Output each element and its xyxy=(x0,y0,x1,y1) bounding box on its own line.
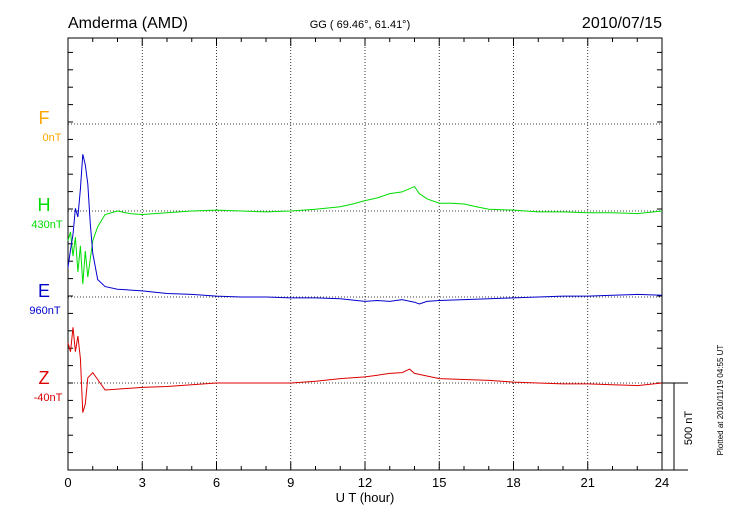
component-label-e: E xyxy=(38,281,50,301)
x-tick-labels: 0 3 6 9 12 15 18 21 24 xyxy=(64,475,669,490)
series-e-line xyxy=(67,154,663,305)
component-label-h: H xyxy=(38,195,51,215)
station-coordinates: GG ( 69.46°, 61.41°) xyxy=(310,19,411,31)
scale-bar-label: 500 nT xyxy=(683,411,695,446)
component-label-f: F xyxy=(39,108,50,128)
grid-lines xyxy=(68,38,662,470)
x-tick-label: 24 xyxy=(655,475,669,490)
x-tick-label: 6 xyxy=(213,475,220,490)
component-baseline-h: 430nT xyxy=(31,219,62,231)
plotted-timestamp: Plotted at 2010/11/19 04:55 UT xyxy=(716,345,725,456)
component-baseline-z: -40nT xyxy=(34,392,63,404)
x-tick-label: 0 xyxy=(64,475,71,490)
series-h-line xyxy=(67,185,663,285)
x-axis-label: U T (hour) xyxy=(336,490,395,505)
record-date: 2010/07/15 xyxy=(582,15,662,32)
station-title: Amderma (AMD) xyxy=(68,15,188,32)
x-tick-label: 15 xyxy=(432,475,446,490)
x-tick-label: 9 xyxy=(287,475,294,490)
x-tick-label: 3 xyxy=(139,475,146,490)
component-baseline-f: 0nT xyxy=(43,132,62,144)
component-label-z: Z xyxy=(39,368,50,388)
x-tick-label: 18 xyxy=(506,475,520,490)
x-tick-label: 21 xyxy=(581,475,595,490)
series-z-line xyxy=(67,327,663,413)
component-baseline-e: 960nT xyxy=(29,305,60,317)
plot-frame xyxy=(67,37,663,471)
x-tick-label: 12 xyxy=(358,475,372,490)
